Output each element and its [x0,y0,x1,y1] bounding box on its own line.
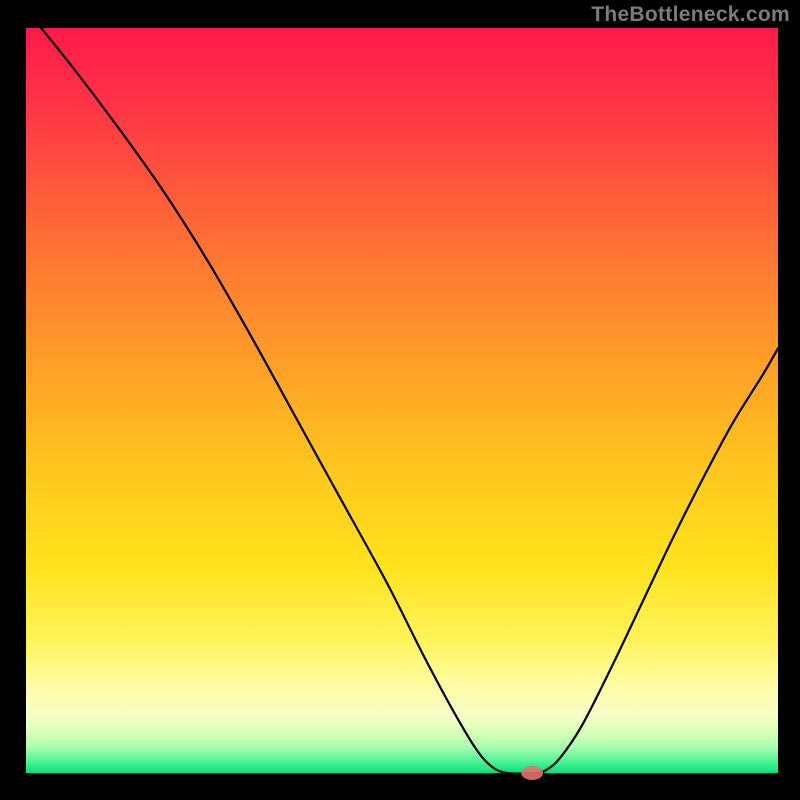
gradient-plot-area [26,28,778,773]
bottleneck-curve-chart [0,0,800,800]
chart-stage: TheBottleneck.com [0,0,800,800]
watermark-text: TheBottleneck.com [591,3,790,27]
optimal-point-marker [521,766,543,780]
